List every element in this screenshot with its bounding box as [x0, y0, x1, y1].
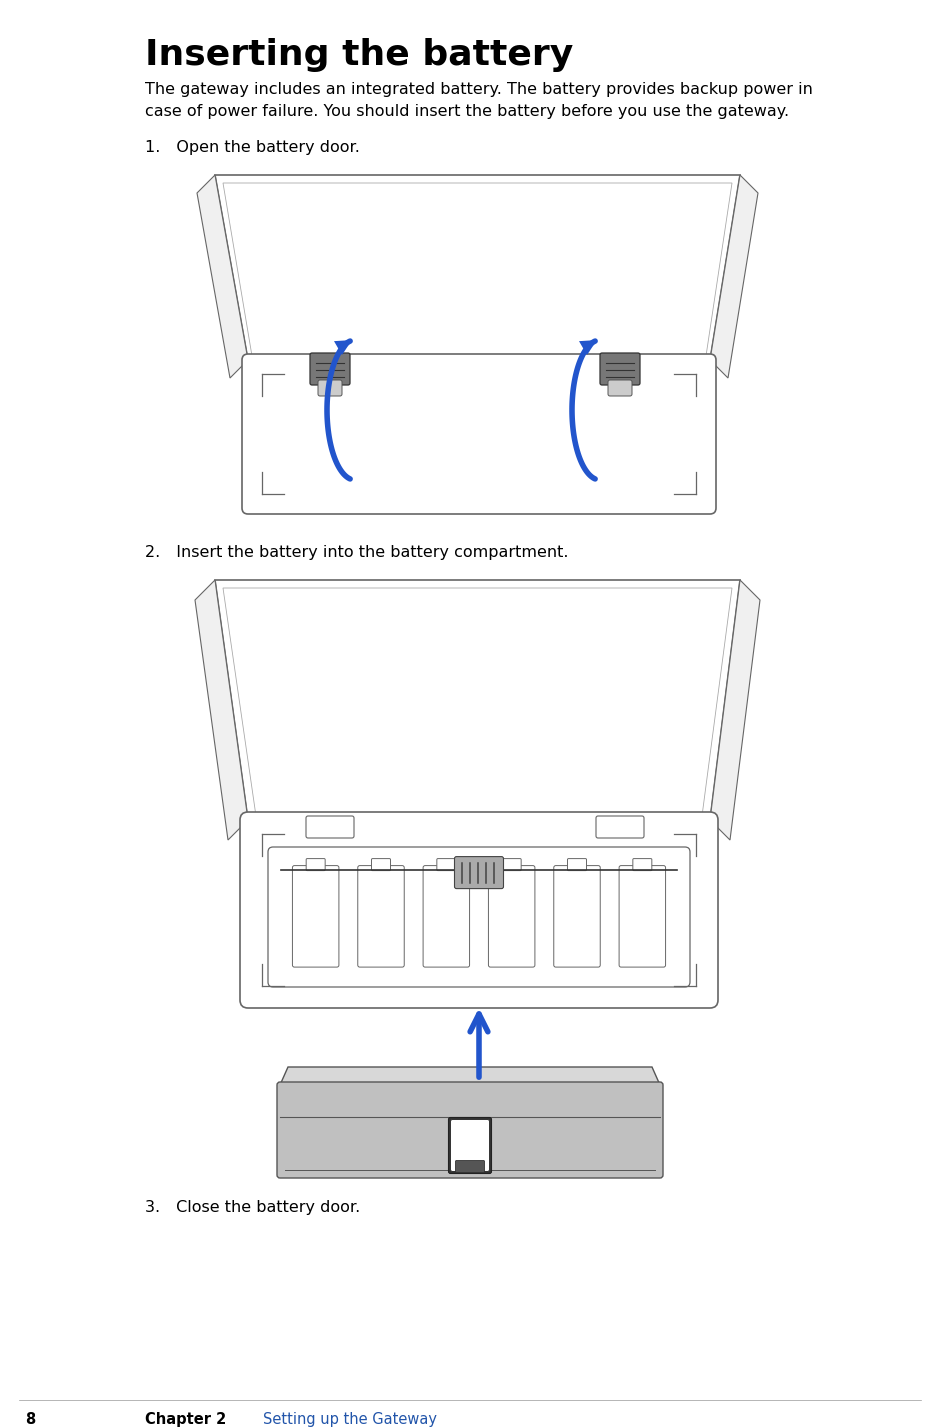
Text: Chapter 2: Chapter 2 — [145, 1412, 237, 1427]
Polygon shape — [334, 340, 352, 356]
FancyBboxPatch shape — [358, 865, 404, 967]
Polygon shape — [710, 580, 760, 840]
Text: case of power failure. You should insert the battery before you use the gateway.: case of power failure. You should insert… — [145, 104, 789, 119]
FancyBboxPatch shape — [437, 858, 456, 871]
FancyBboxPatch shape — [568, 858, 587, 871]
Text: 2. Insert the battery into the battery compartment.: 2. Insert the battery into the battery c… — [145, 545, 569, 560]
FancyBboxPatch shape — [619, 865, 666, 967]
FancyBboxPatch shape — [240, 813, 718, 1008]
FancyBboxPatch shape — [633, 858, 651, 871]
FancyBboxPatch shape — [306, 815, 354, 838]
FancyBboxPatch shape — [455, 857, 504, 888]
Polygon shape — [710, 176, 758, 378]
Text: 3. Close the battery door.: 3. Close the battery door. — [145, 1200, 360, 1215]
FancyBboxPatch shape — [596, 815, 644, 838]
Text: Inserting the battery: Inserting the battery — [145, 39, 573, 71]
FancyBboxPatch shape — [277, 1082, 663, 1178]
FancyBboxPatch shape — [306, 858, 325, 871]
Text: 8: 8 — [25, 1412, 36, 1427]
FancyBboxPatch shape — [448, 1118, 492, 1174]
Polygon shape — [215, 580, 740, 820]
FancyBboxPatch shape — [554, 865, 601, 967]
FancyBboxPatch shape — [600, 353, 640, 386]
Polygon shape — [579, 340, 597, 356]
FancyBboxPatch shape — [502, 858, 521, 871]
Polygon shape — [195, 580, 248, 840]
Polygon shape — [280, 1067, 660, 1085]
Text: The gateway includes an integrated battery. The battery provides backup power in: The gateway includes an integrated batte… — [145, 81, 813, 97]
FancyBboxPatch shape — [423, 865, 470, 967]
FancyBboxPatch shape — [242, 354, 716, 514]
Text: Setting up the Gateway: Setting up the Gateway — [263, 1412, 437, 1427]
FancyBboxPatch shape — [292, 865, 339, 967]
Polygon shape — [215, 176, 740, 360]
FancyBboxPatch shape — [608, 380, 632, 396]
FancyBboxPatch shape — [450, 1120, 490, 1171]
FancyBboxPatch shape — [489, 865, 535, 967]
Polygon shape — [197, 176, 248, 378]
FancyBboxPatch shape — [310, 353, 350, 386]
FancyBboxPatch shape — [268, 847, 690, 987]
FancyBboxPatch shape — [456, 1161, 484, 1172]
Text: 1. Open the battery door.: 1. Open the battery door. — [145, 140, 360, 156]
FancyBboxPatch shape — [318, 380, 342, 396]
FancyBboxPatch shape — [371, 858, 390, 871]
